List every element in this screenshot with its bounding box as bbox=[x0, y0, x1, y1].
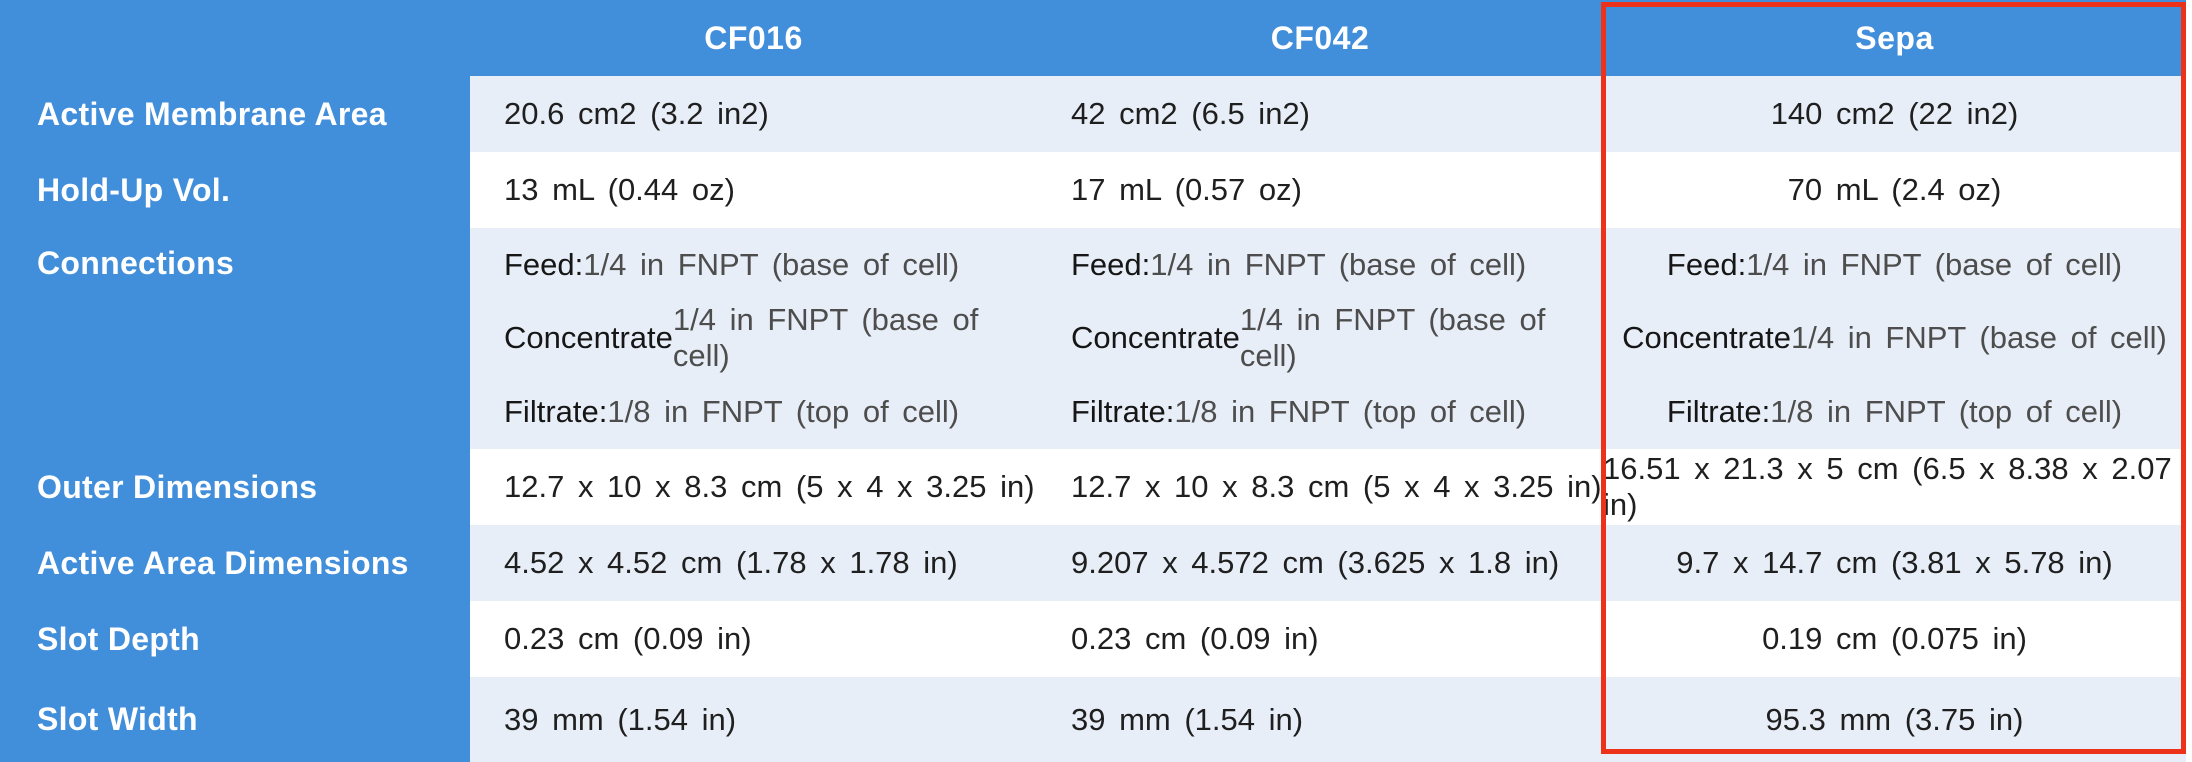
right-margin bbox=[2186, 677, 2192, 762]
right-margin bbox=[2186, 0, 2192, 76]
right-margin bbox=[2186, 228, 2192, 449]
cell-cf016-connections: Feed: 1/4 in FNPT (base of cell) Concentr… bbox=[470, 228, 1037, 449]
cell-cf042-connections: Feed: 1/4 in FNPT (base of cell) Concentr… bbox=[1037, 228, 1603, 449]
cell-sepa-outer-dimensions: 16.51 x 21.3 x 5 cm (6.5 x 8.38 x 2.07 i… bbox=[1603, 449, 2186, 525]
column-header-cf042: CF042 bbox=[1037, 0, 1603, 76]
cell-cf016-slot-depth: 0.23 cm (0.09 in) bbox=[470, 601, 1037, 677]
column-header-sepa: Sepa bbox=[1603, 0, 2186, 76]
cell-sepa-connections: Feed: 1/4 in FNPT (base of cell) Concentr… bbox=[1603, 228, 2186, 449]
row-label-active-area-dimensions: Active Area Dimensions bbox=[0, 525, 470, 601]
cell-cf042-hold-up-vol: 17 mL (0.57 oz) bbox=[1037, 152, 1603, 228]
row-label-connections: Connections bbox=[0, 228, 470, 449]
cell-cf016-slot-width: 39 mm (1.54 in) bbox=[470, 677, 1037, 762]
connection-line-concentrate: Concentrate 1/4 in FNPT (base of cell) bbox=[1071, 302, 1546, 374]
row-label-hold-up-vol: Hold-Up Vol. bbox=[0, 152, 470, 228]
cell-cf042-active-area-dimensions: 9.207 x 4.572 cm (3.625 x 1.8 in) bbox=[1037, 525, 1603, 601]
row-label-slot-depth: Slot Depth bbox=[0, 601, 470, 677]
cell-sepa-slot-width: 95.3 mm (3.75 in) bbox=[1603, 677, 2186, 762]
connection-line-filtrate: Filtrate: 1/8 in FNPT (top of cell) bbox=[1666, 394, 2123, 430]
column-header-cf016: CF016 bbox=[470, 0, 1037, 76]
row-label-slot-width: Slot Width bbox=[0, 677, 470, 762]
cell-sepa-hold-up-vol: 70 mL (2.4 oz) bbox=[1603, 152, 2186, 228]
connection-line-filtrate: Filtrate: 1/8 in FNPT (top of cell) bbox=[1071, 394, 1527, 430]
right-margin bbox=[2186, 449, 2192, 525]
header-corner-cell bbox=[0, 0, 470, 76]
cell-cf042-slot-depth: 0.23 cm (0.09 in) bbox=[1037, 601, 1603, 677]
cell-cf042-slot-width: 39 mm (1.54 in) bbox=[1037, 677, 1603, 762]
connection-line-concentrate: Concentrate 1/4 in FNPT (base of cell) bbox=[504, 302, 979, 374]
right-margin bbox=[2186, 152, 2192, 228]
cell-cf016-hold-up-vol: 13 mL (0.44 oz) bbox=[470, 152, 1037, 228]
connection-line-feed: Feed: 1/4 in FNPT (base of cell) bbox=[1071, 246, 1527, 282]
right-margin bbox=[2186, 76, 2192, 152]
cell-cf042-active-membrane-area: 42 cm2 (6.5 in2) bbox=[1037, 76, 1603, 152]
cell-cf016-active-membrane-area: 20.6 cm2 (3.2 in2) bbox=[470, 76, 1037, 152]
right-margin bbox=[2186, 601, 2192, 677]
connection-line-filtrate: Filtrate: 1/8 in FNPT (top of cell) bbox=[504, 394, 960, 430]
cell-cf016-outer-dimensions: 12.7 x 10 x 8.3 cm (5 x 4 x 3.25 in) bbox=[470, 449, 1037, 525]
cell-sepa-active-area-dimensions: 9.7 x 14.7 cm (3.81 x 5.78 in) bbox=[1603, 525, 2186, 601]
row-label-active-membrane-area: Active Membrane Area bbox=[0, 76, 470, 152]
connection-line-feed: Feed: 1/4 in FNPT (base of cell) bbox=[504, 246, 960, 282]
cell-cf016-active-area-dimensions: 4.52 x 4.52 cm (1.78 x 1.78 in) bbox=[470, 525, 1037, 601]
connection-line-feed: Feed: 1/4 in FNPT (base of cell) bbox=[1666, 246, 2123, 282]
connection-line-concentrate: Concentrate 1/4 in FNPT (base of cell) bbox=[1622, 320, 2167, 356]
cell-sepa-active-membrane-area: 140 cm2 (22 in2) bbox=[1603, 76, 2186, 152]
cell-sepa-slot-depth: 0.19 cm (0.075 in) bbox=[1603, 601, 2186, 677]
cell-cf042-outer-dimensions: 12.7 x 10 x 8.3 cm (5 x 4 x 3.25 in) bbox=[1037, 449, 1603, 525]
right-margin bbox=[2186, 525, 2192, 601]
row-label-outer-dimensions: Outer Dimensions bbox=[0, 449, 470, 525]
